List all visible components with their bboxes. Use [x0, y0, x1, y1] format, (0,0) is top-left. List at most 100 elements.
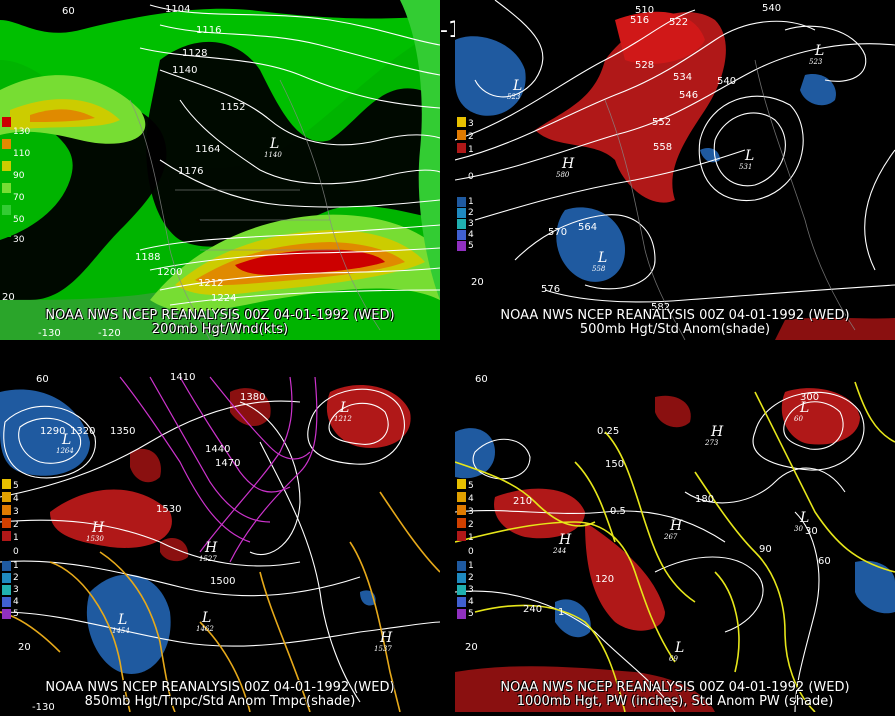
- legend-swatch: [457, 219, 466, 229]
- legend-swatch: [2, 183, 11, 193]
- longitude-label: -120: [98, 328, 121, 339]
- latitude-label: 60: [475, 374, 488, 385]
- legend-swatch: [2, 573, 11, 583]
- pressure-center-value: 69: [669, 655, 678, 663]
- legend-swatch: [457, 505, 466, 515]
- legend-label: 1: [13, 533, 19, 543]
- contour-label: 1224: [211, 293, 236, 304]
- contour-label: 1200: [157, 267, 182, 278]
- contour-label: 1104: [165, 4, 190, 15]
- high-pressure-center: H: [669, 518, 683, 534]
- high-pressure-center: H: [561, 156, 575, 172]
- contour-label: 1152: [220, 102, 245, 113]
- legend-swatch: [457, 117, 466, 127]
- legend-swatch: [2, 227, 11, 237]
- legend-label: 2: [13, 573, 19, 583]
- legend-swatch: [457, 230, 466, 240]
- legend-swatch: [2, 597, 11, 607]
- contour-label: 1350: [110, 426, 135, 437]
- contour-label: 522: [669, 17, 688, 28]
- panel-caption-field: 200mb Hgt/Wnd(kts): [151, 322, 289, 337]
- legend-label: 0: [13, 547, 19, 557]
- low-pressure-center: L: [117, 612, 127, 628]
- legend-label: 3: [468, 585, 474, 595]
- low-pressure-center: L: [339, 400, 349, 416]
- longitude-label: -130: [32, 702, 55, 712]
- legend-swatch: [457, 197, 466, 207]
- pw-contour-label: 0.5: [610, 506, 626, 517]
- high-pressure-center: H: [558, 532, 572, 548]
- panel-caption-source: NOAA NWS NCEP REANALYSIS 00Z 04-01-1992 …: [500, 308, 850, 323]
- panel-caption-field: 1000mb Hgt, PW (inches), Std Anom PW (sh…: [516, 694, 834, 709]
- panel-caption-source: NOAA NWS NCEP REANALYSIS 00Z 04-01-1992 …: [500, 680, 850, 695]
- legend-swatch: [457, 208, 466, 218]
- legend-label: 4: [13, 494, 19, 504]
- legend-swatch: [457, 518, 466, 528]
- legend-label: 4: [468, 494, 474, 504]
- legend-label: 4: [13, 597, 19, 607]
- contour-label: 516: [630, 15, 649, 26]
- temp-anomaly-legend: 5 4 3 2 1 0 1 2 3 4 5: [2, 479, 38, 629]
- contour-label: 1212: [198, 278, 223, 289]
- contour-label: 1140: [172, 65, 197, 76]
- pressure-center-value: 523: [809, 58, 823, 66]
- pressure-center-value: 244: [552, 547, 566, 555]
- low-pressure-center: L: [744, 148, 754, 164]
- contour-label: 180: [695, 494, 714, 505]
- contour-label: 1470: [215, 458, 240, 469]
- pressure-center-value: 30: [794, 525, 803, 533]
- legend-swatch: [457, 597, 466, 607]
- legend-label: 1: [468, 533, 474, 543]
- legend-swatch: [2, 161, 11, 171]
- contour-label: 90: [759, 544, 772, 555]
- high-pressure-center: H: [710, 424, 724, 440]
- legend-label: 4: [468, 230, 474, 240]
- pressure-center-value: 60: [794, 415, 803, 423]
- pressure-center-value: 1140: [264, 151, 282, 159]
- latitude-label: 20: [465, 642, 478, 653]
- legend-label: 5: [13, 481, 19, 491]
- contour-label: 1176: [178, 166, 203, 177]
- legend-swatch: [457, 609, 466, 619]
- anomaly-legend: 3 2 1 0 1 2 3 4 5: [457, 117, 493, 257]
- panel-500mb-height-anomaly: 510 516 522 528 534 540 546 552 558 564 570 576 582 2…: [455, 0, 895, 340]
- high-pressure-center: H: [379, 630, 393, 646]
- contour-label: 1410: [170, 372, 195, 383]
- legend-swatch: [457, 479, 466, 489]
- legend-swatch: [457, 561, 466, 571]
- contour-label: 558: [653, 142, 672, 153]
- map-200mb: 1104 1116 1128 1140 1152 1164 1176 1188 1200 1212…: [0, 0, 440, 340]
- contour-label: 570: [548, 227, 567, 238]
- low-pressure-center: L: [674, 640, 684, 656]
- contour-label: 534: [673, 72, 692, 83]
- legend-label: 1: [468, 197, 474, 207]
- contour-label: 528: [635, 60, 654, 71]
- legend-label: 3: [468, 507, 474, 517]
- latitude-label: 60: [62, 6, 75, 17]
- low-pressure-center: L: [61, 432, 71, 448]
- low-pressure-center: L: [814, 43, 824, 59]
- pw-contour-label: 0.25: [597, 426, 619, 437]
- pressure-center-value: 267: [663, 533, 678, 541]
- contour-label: 582: [651, 302, 670, 313]
- contour-label: 510: [635, 5, 654, 16]
- pressure-center-value: 580: [556, 171, 570, 179]
- legend-swatch: [457, 585, 466, 595]
- legend-label: 110: [13, 149, 31, 159]
- pressure-center-value: 1264: [56, 447, 74, 455]
- panel-200mb-height-wind: 1104 1116 1128 1140 1152 1164 1176 1188 1200 1212…: [0, 0, 440, 340]
- contour-label: 1188: [135, 252, 160, 263]
- latitude-label: 60: [36, 374, 49, 385]
- contour-label: 210: [513, 496, 532, 507]
- legend-label: 130: [13, 127, 31, 137]
- low-pressure-center: L: [799, 510, 809, 526]
- contour-label: 1128: [182, 48, 207, 59]
- contour-label: 1440: [205, 444, 230, 455]
- legend-swatch: [2, 479, 11, 489]
- legend-swatch: [2, 609, 11, 619]
- contour-label: 552: [652, 117, 671, 128]
- pw-anomaly-legend: 5 4 3 2 1 0 1 2 3 4 5: [457, 479, 493, 629]
- legend-label: 30: [13, 235, 25, 245]
- legend-swatch: [457, 241, 466, 251]
